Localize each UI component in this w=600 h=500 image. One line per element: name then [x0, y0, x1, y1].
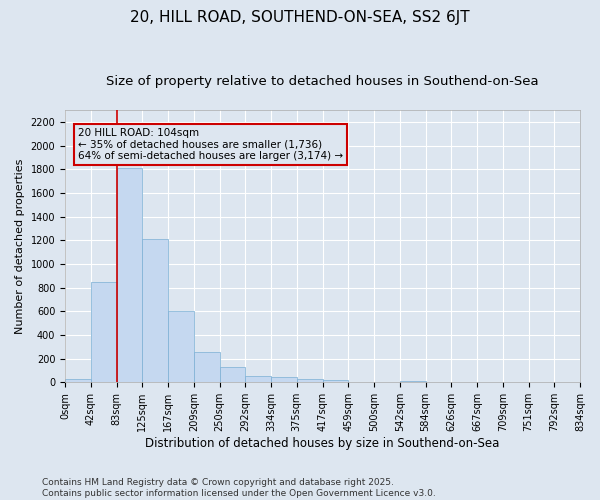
Bar [220, 367, 245, 382]
Text: Contains HM Land Registry data © Crown copyright and database right 2025.
Contai: Contains HM Land Registry data © Crown c… [42, 478, 436, 498]
Text: 20 HILL ROAD: 104sqm
← 35% of detached houses are smaller (1,736)
64% of semi-de: 20 HILL ROAD: 104sqm ← 35% of detached h… [78, 128, 343, 161]
Bar [194, 352, 220, 382]
Bar [271, 377, 297, 382]
Title: Size of property relative to detached houses in Southend-on-Sea: Size of property relative to detached ho… [106, 75, 539, 88]
Bar [245, 376, 271, 382]
Bar [297, 378, 323, 382]
Y-axis label: Number of detached properties: Number of detached properties [15, 158, 25, 334]
Bar [91, 282, 116, 382]
Bar [65, 380, 91, 382]
Bar [168, 312, 194, 382]
Text: 20, HILL ROAD, SOUTHEND-ON-SEA, SS2 6JT: 20, HILL ROAD, SOUTHEND-ON-SEA, SS2 6JT [130, 10, 470, 25]
Bar [323, 380, 348, 382]
Bar [142, 239, 168, 382]
Bar [116, 168, 142, 382]
X-axis label: Distribution of detached houses by size in Southend-on-Sea: Distribution of detached houses by size … [145, 437, 500, 450]
Bar [400, 380, 425, 382]
